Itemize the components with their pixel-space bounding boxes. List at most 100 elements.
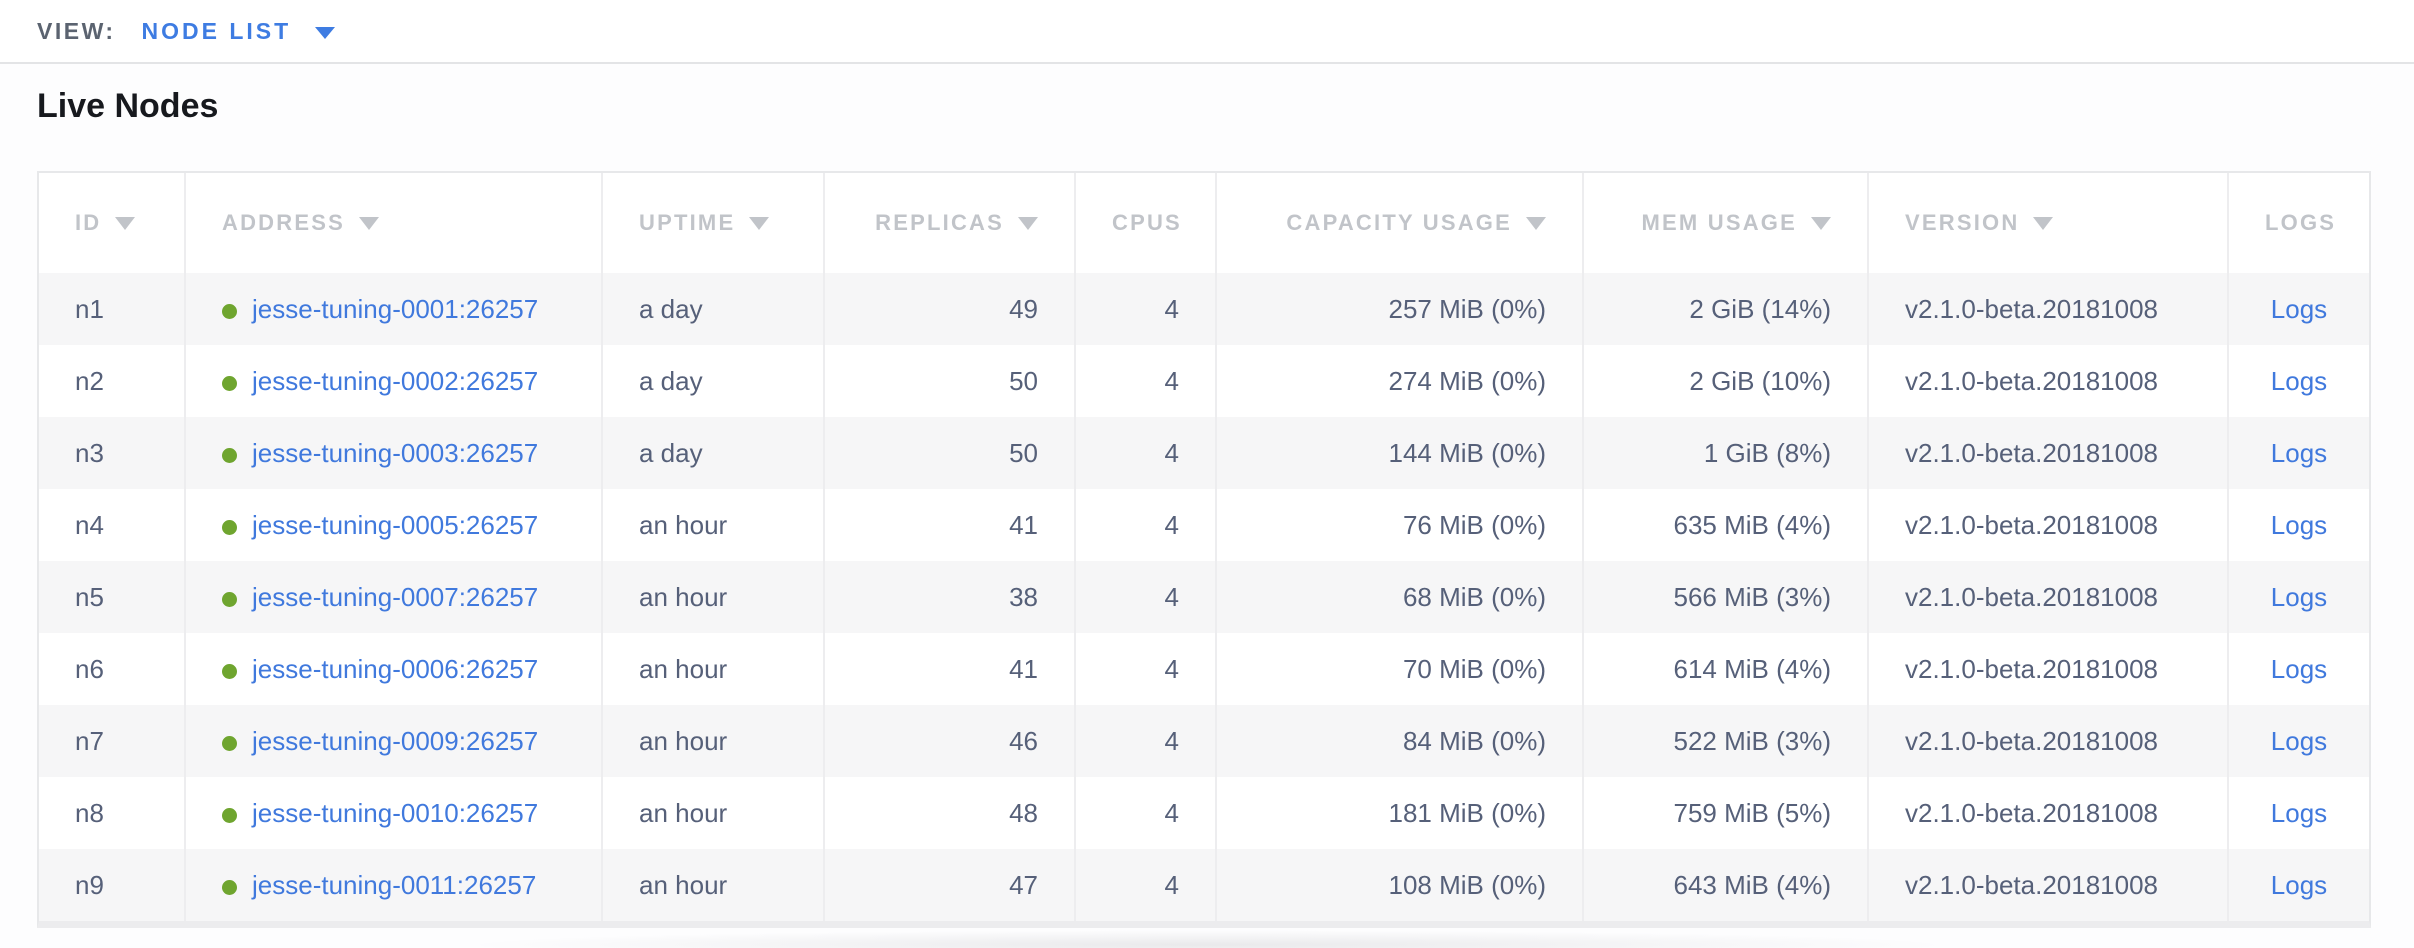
- cell-version: v2.1.0-beta.20181008: [1869, 561, 2229, 634]
- cell-id: n6: [39, 633, 186, 706]
- column-label: VERSION: [1905, 210, 2020, 236]
- logs-link[interactable]: Logs: [2270, 653, 2328, 684]
- cell-value: 566 MiB (3%): [1673, 581, 1832, 612]
- cell-value: v2.1.0-beta.20181008: [1905, 293, 2158, 324]
- cell-uptime: an hour: [603, 489, 825, 562]
- address-link[interactable]: jesse-tuning-0003:26257: [252, 437, 539, 468]
- cell-id: n7: [39, 705, 186, 778]
- column-header-id[interactable]: ID: [39, 173, 186, 274]
- cell-value: 4: [1164, 797, 1179, 828]
- sort-desc-icon: [115, 217, 136, 231]
- address-link[interactable]: jesse-tuning-0005:26257: [252, 509, 539, 540]
- cell-value: n7: [75, 725, 104, 756]
- cell-uptime: an hour: [603, 633, 825, 706]
- address-link[interactable]: jesse-tuning-0001:26257: [252, 293, 539, 324]
- cell-value: 4: [1164, 653, 1179, 684]
- table-row: n5 jesse-tuning-0007:26257 an hour 38 4 68 Mi…: [39, 561, 2369, 634]
- table-row: n4 jesse-tuning-0005:26257 an hour 41 4 76 Mi…: [39, 489, 2369, 562]
- cell-value: n9: [75, 869, 104, 900]
- chevron-down-icon: [315, 26, 336, 39]
- cell-id: n4: [39, 489, 186, 562]
- cell-value: n2: [75, 365, 104, 396]
- cell-id: n3: [39, 417, 186, 490]
- cell-replicas: 49: [825, 273, 1076, 346]
- cell-value: a day: [639, 365, 703, 396]
- logs-link[interactable]: Logs: [2270, 725, 2328, 756]
- cell-capacity: 84 MiB (0%): [1217, 705, 1584, 778]
- cell-cpus: 4: [1076, 705, 1217, 778]
- cell-value: 41: [1009, 653, 1038, 684]
- node-status-icon: [222, 879, 237, 895]
- cell-value: an hour: [639, 581, 728, 612]
- cell-value: v2.1.0-beta.20181008: [1905, 725, 2158, 756]
- cell-address: jesse-tuning-0003:26257: [186, 417, 603, 490]
- cell-value: n6: [75, 653, 104, 684]
- cell-uptime: an hour: [603, 849, 825, 922]
- cell-value: 108 MiB (0%): [1388, 869, 1547, 900]
- column-header-address[interactable]: ADDRESS: [186, 173, 603, 274]
- cell-value: v2.1.0-beta.20181008: [1905, 581, 2158, 612]
- node-status-icon: [222, 447, 237, 463]
- column-header-replicas[interactable]: REPLICAS: [825, 173, 1076, 274]
- cell-version: v2.1.0-beta.20181008: [1869, 777, 2229, 850]
- cell-value: 50: [1009, 365, 1038, 396]
- cell-value: v2.1.0-beta.20181008: [1905, 437, 2158, 468]
- cell-value: v2.1.0-beta.20181008: [1905, 509, 2158, 540]
- table-row: n6 jesse-tuning-0006:26257 an hour 41 4 70 Mi…: [39, 633, 2369, 706]
- address-link[interactable]: jesse-tuning-0006:26257: [252, 653, 539, 684]
- cell-id: n5: [39, 561, 186, 634]
- cell-value: 4: [1164, 509, 1179, 540]
- cell-replicas: 41: [825, 489, 1076, 562]
- cell-address: jesse-tuning-0002:26257: [186, 345, 603, 418]
- table-shadow: [457, 930, 1957, 948]
- column-header-version[interactable]: VERSION: [1869, 173, 2229, 274]
- cell-value: an hour: [639, 725, 728, 756]
- address-link[interactable]: jesse-tuning-0009:26257: [252, 725, 539, 756]
- cell-uptime: an hour: [603, 561, 825, 634]
- cell-id: n8: [39, 777, 186, 850]
- address-link[interactable]: jesse-tuning-0011:26257: [252, 869, 537, 900]
- cell-version: v2.1.0-beta.20181008: [1869, 633, 2229, 706]
- cell-value: 84 MiB (0%): [1402, 725, 1546, 756]
- cell-version: v2.1.0-beta.20181008: [1869, 417, 2229, 490]
- table-row: n2 jesse-tuning-0002:26257 a day 50 4 274 MiB…: [39, 345, 2369, 418]
- cell-value: v2.1.0-beta.20181008: [1905, 869, 2158, 900]
- column-header-uptime[interactable]: UPTIME: [603, 173, 825, 274]
- cell-logs: Logs: [2229, 561, 2369, 633]
- column-header-mem[interactable]: MEM USAGE: [1584, 173, 1869, 274]
- cell-value: 70 MiB (0%): [1402, 653, 1546, 684]
- address-link[interactable]: jesse-tuning-0010:26257: [252, 797, 539, 828]
- node-status-icon: [222, 519, 237, 535]
- cell-cpus: 4: [1076, 273, 1217, 346]
- node-status-icon: [222, 303, 237, 319]
- cell-address: jesse-tuning-0010:26257: [186, 777, 603, 850]
- view-dropdown[interactable]: VIEW: NODE LIST: [37, 17, 336, 45]
- logs-link[interactable]: Logs: [2270, 509, 2328, 540]
- cell-replicas: 38: [825, 561, 1076, 634]
- cell-replicas: 50: [825, 417, 1076, 490]
- logs-link[interactable]: Logs: [2270, 797, 2328, 828]
- cell-cpus: 4: [1076, 633, 1217, 706]
- address-link[interactable]: jesse-tuning-0007:26257: [252, 581, 539, 612]
- logs-link[interactable]: Logs: [2270, 365, 2328, 396]
- logs-link[interactable]: Logs: [2270, 437, 2328, 468]
- cell-logs: Logs: [2229, 633, 2369, 705]
- cell-address: jesse-tuning-0011:26257: [186, 849, 603, 922]
- cell-value: 257 MiB (0%): [1388, 293, 1547, 324]
- cell-id: n9: [39, 849, 186, 922]
- node-status-icon: [222, 735, 237, 751]
- cell-cpus: 4: [1076, 561, 1217, 634]
- cell-value: 1 GiB (8%): [1703, 437, 1831, 468]
- column-label: CPUS: [1112, 210, 1182, 236]
- view-value: NODE LIST: [141, 17, 292, 44]
- cell-capacity: 68 MiB (0%): [1217, 561, 1584, 634]
- logs-link[interactable]: Logs: [2270, 293, 2328, 324]
- cell-mem: 2 GiB (10%): [1584, 345, 1869, 418]
- logs-link[interactable]: Logs: [2270, 869, 2328, 900]
- cell-value: 643 MiB (4%): [1673, 869, 1832, 900]
- cell-value: an hour: [639, 869, 728, 900]
- column-header-capacity[interactable]: CAPACITY USAGE: [1217, 173, 1584, 274]
- table-row: n1 jesse-tuning-0001:26257 a day 49 4 257 MiB…: [39, 273, 2369, 346]
- logs-link[interactable]: Logs: [2270, 581, 2328, 612]
- address-link[interactable]: jesse-tuning-0002:26257: [252, 365, 539, 396]
